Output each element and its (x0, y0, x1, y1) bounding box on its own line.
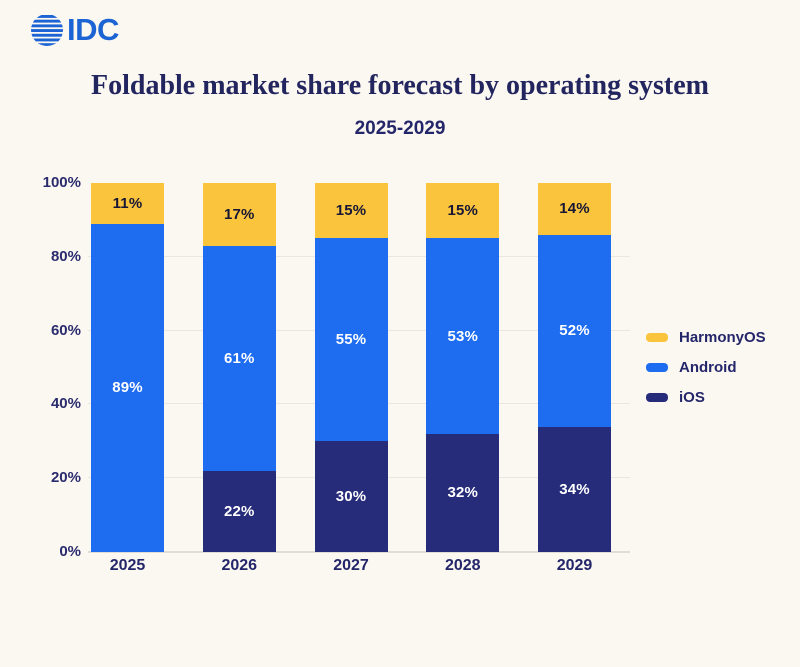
idc-logo: IDC (30, 13, 119, 47)
segment-value-label: 55% (335, 331, 367, 349)
bar-segment-android: 89% (91, 223, 164, 552)
bar-2028: 32% 53% 15% (426, 183, 500, 552)
legend-item-ios: iOS (646, 388, 766, 406)
legend: HarmonyOS Android iOS (646, 328, 766, 418)
legend-item-harmonyos: HarmonyOS (646, 328, 766, 346)
bar-2025: 89% 11% (91, 183, 164, 552)
segment-value-label: 61% (223, 349, 255, 367)
segment-value-label: 22% (223, 502, 255, 520)
plot-area: 89% 11% 22% 61% 17% 30% 55% 15% 32% 53% 15% 34% 52% 1… (88, 183, 630, 553)
segment-value-label: 15% (447, 202, 479, 220)
bar-segment-ios: 32% (426, 433, 500, 552)
legend-label: HarmonyOS (679, 328, 766, 346)
segment-value-label: 52% (559, 322, 590, 340)
bar-2027: 30% 55% 15% (314, 183, 388, 552)
globe-icon (31, 15, 63, 46)
bar-segment-android: 61% (202, 245, 276, 471)
x-tick-label: 2027 (333, 557, 369, 574)
segment-value-label: 53% (447, 327, 479, 345)
bar-segment-harmonyos: 14% (538, 183, 611, 235)
segment-value-label: 89% (112, 379, 143, 397)
bar-segment-harmonyos: 17% (202, 183, 276, 246)
bar-segment-android: 53% (426, 238, 500, 434)
bar-segment-ios: 30% (314, 441, 388, 552)
bar-segment-android: 52% (538, 234, 611, 427)
legend-swatch (646, 392, 668, 402)
bar-segment-ios: 22% (202, 470, 276, 552)
legend-label: Android (679, 358, 737, 376)
bar-segment-android: 55% (314, 238, 388, 442)
y-tick-label: 20% (50, 469, 81, 487)
segment-value-label: 15% (335, 202, 367, 220)
x-tick-label: 2028 (444, 557, 481, 574)
segment-value-label: 32% (447, 484, 479, 502)
legend-item-android: Android (646, 358, 766, 376)
bar-2026: 22% 61% 17% (202, 183, 276, 552)
segment-value-label: 14% (559, 200, 590, 218)
page-title: Foldable market share forecast by operat… (91, 70, 709, 101)
x-axis-baseline (88, 551, 630, 553)
bar-segment-harmonyos: 15% (314, 183, 388, 239)
segment-value-label: 11% (112, 194, 143, 212)
y-tick-label: 0% (59, 543, 81, 560)
bar-segment-ios: 34% (538, 426, 611, 552)
y-tick-label: 100% (42, 174, 81, 191)
x-tick-label: 2026 (221, 557, 258, 574)
segment-value-label: 30% (335, 488, 367, 506)
bar-segment-harmonyos: 15% (426, 183, 500, 239)
segment-value-label: 34% (559, 480, 590, 498)
x-tick-label: 2029 (556, 557, 593, 574)
page-subtitle: 2025-2029 (354, 118, 446, 139)
x-tick-label: 2025 (109, 557, 146, 574)
x-axis: 2025 2026 2027 2028 2029 (88, 557, 630, 575)
bar-2029: 34% 52% 14% (538, 183, 611, 552)
y-tick-label: 60% (50, 321, 81, 339)
segment-value-label: 17% (223, 205, 255, 223)
legend-swatch (646, 332, 668, 342)
bar-segment-harmonyos: 11% (91, 183, 164, 224)
legend-swatch (646, 362, 668, 372)
logo-text: IDC (67, 12, 119, 47)
y-tick-label: 80% (50, 247, 81, 265)
y-axis: 0% 20% 40% 60% 80% 100% (0, 174, 81, 560)
y-tick-label: 40% (50, 395, 81, 413)
legend-label: iOS (679, 388, 705, 406)
bars-group: 89% 11% 22% 61% 17% 30% 55% 15% 32% 53% 15% 34% 52% 1… (88, 183, 630, 552)
